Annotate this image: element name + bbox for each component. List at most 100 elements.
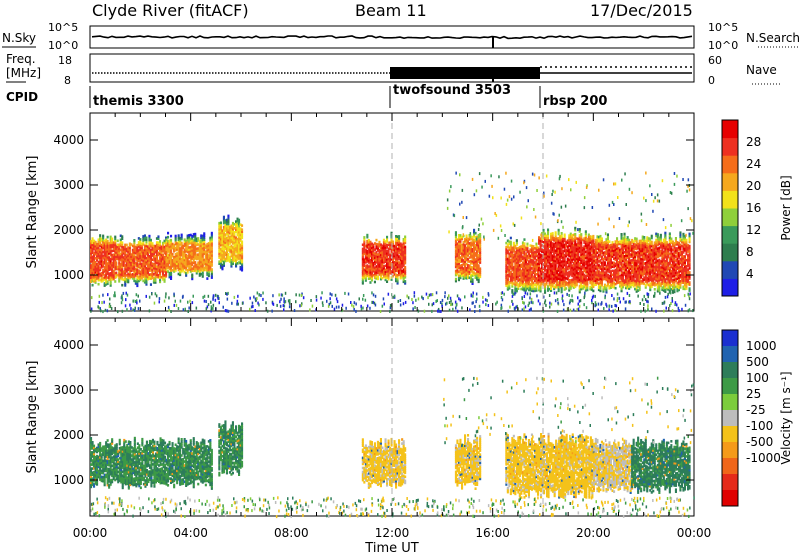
range-cell xyxy=(91,267,94,271)
range-cell xyxy=(142,279,145,283)
range-cell xyxy=(554,243,557,246)
range-cell xyxy=(146,273,149,277)
range-cell xyxy=(111,257,114,261)
range-cell xyxy=(515,253,518,256)
range-cell xyxy=(230,234,233,238)
range-cell xyxy=(148,261,151,264)
range-cell xyxy=(529,278,532,282)
range-cell xyxy=(159,242,162,245)
range-cell xyxy=(185,247,188,251)
range-cell xyxy=(209,267,212,270)
range-cell xyxy=(479,273,482,277)
range-cell xyxy=(177,256,180,260)
range-cell xyxy=(97,240,100,243)
range-cell xyxy=(539,257,542,261)
range-cell xyxy=(524,270,527,274)
range-cell xyxy=(542,241,545,244)
range-cell xyxy=(143,270,146,274)
range-cell xyxy=(471,248,474,251)
range-cell xyxy=(96,244,99,248)
cpid-label: CPID xyxy=(6,90,38,104)
range-cell xyxy=(91,283,94,287)
range-cell xyxy=(94,279,97,282)
range-cell xyxy=(526,277,529,280)
range-cell xyxy=(366,233,369,237)
range-cell xyxy=(183,270,186,274)
range-cell xyxy=(523,252,526,256)
range-cell xyxy=(201,255,204,258)
range-cell xyxy=(523,254,526,258)
range-cell xyxy=(222,256,225,259)
range-cell xyxy=(392,262,395,266)
range-cell xyxy=(524,252,527,256)
range-cell xyxy=(170,242,173,246)
range-cell xyxy=(547,279,550,282)
range-cell xyxy=(177,246,180,249)
range-cell xyxy=(468,264,471,267)
range-cell xyxy=(363,268,366,272)
range-cell xyxy=(392,242,395,246)
range-cell xyxy=(94,271,97,274)
range-cell xyxy=(521,241,524,244)
range-cell xyxy=(154,265,157,268)
range-cell xyxy=(115,247,118,250)
range-cell xyxy=(381,268,384,272)
range-cell xyxy=(130,273,133,277)
range-cell xyxy=(179,259,182,262)
range-cell xyxy=(535,252,538,256)
range-cell xyxy=(124,278,127,281)
range-cell xyxy=(143,244,146,248)
range-cell xyxy=(186,234,189,238)
range-cell xyxy=(100,245,103,249)
range-cell xyxy=(130,261,133,264)
range-cell xyxy=(194,232,197,236)
range-cell xyxy=(203,260,206,264)
range-cell xyxy=(378,271,381,274)
range-cell xyxy=(372,257,375,261)
range-cell xyxy=(468,248,471,251)
range-cell xyxy=(201,248,204,252)
range-cell xyxy=(544,240,547,244)
range-cell xyxy=(474,274,477,277)
range-cell xyxy=(556,271,559,275)
beam-title: Beam 11 xyxy=(355,1,427,20)
range-cell xyxy=(197,263,200,266)
range-cell xyxy=(547,256,550,260)
range-cell xyxy=(527,286,530,290)
range-cell xyxy=(231,238,234,241)
range-cell xyxy=(505,262,508,265)
range-cell xyxy=(225,228,228,232)
range-cell xyxy=(200,272,203,276)
range-cell xyxy=(529,256,532,260)
range-cell xyxy=(182,258,185,262)
range-cell xyxy=(363,272,366,276)
range-cell xyxy=(155,271,158,275)
range-cell xyxy=(170,263,173,266)
range-cell xyxy=(142,241,145,244)
range-cell xyxy=(628,238,631,242)
range-cell xyxy=(541,254,544,257)
range-cell xyxy=(189,237,192,241)
range-cell xyxy=(367,239,370,242)
range-cell xyxy=(474,240,477,243)
range-cell xyxy=(238,249,241,252)
range-cell xyxy=(547,236,550,240)
range-cell xyxy=(130,267,133,271)
range-cell xyxy=(145,281,148,284)
range-cell xyxy=(182,260,185,264)
range-cell xyxy=(99,256,102,260)
range-cell xyxy=(145,260,148,264)
range-cell xyxy=(457,244,460,247)
range-cell xyxy=(143,262,146,266)
range-cell xyxy=(395,277,398,281)
range-cell xyxy=(530,283,533,286)
range-cell xyxy=(96,252,99,256)
range-cell xyxy=(142,257,145,260)
range-cell xyxy=(180,253,183,257)
range-cell xyxy=(517,250,520,254)
range-cell xyxy=(142,259,145,262)
range-cell xyxy=(556,237,559,240)
range-cell xyxy=(239,229,242,233)
range-cell xyxy=(91,279,94,283)
range-cell xyxy=(228,250,231,253)
